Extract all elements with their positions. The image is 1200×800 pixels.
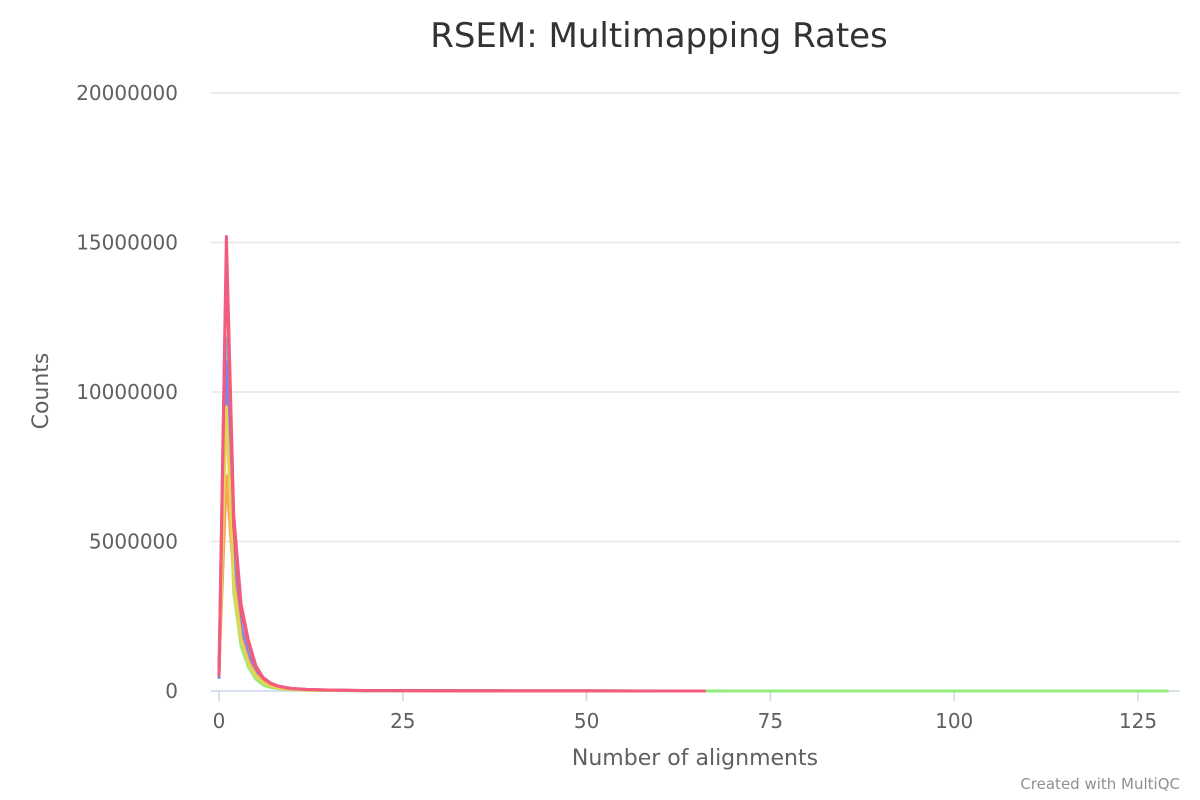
x-tick-label: 0 [213, 709, 226, 733]
chart-title: RSEM: Multimapping Rates [430, 16, 888, 56]
x-tick-label: 25 [390, 709, 415, 733]
series-line-4 [217, 474, 706, 693]
x-tick-label: 125 [1119, 709, 1157, 733]
y-axis-label: Counts [29, 353, 54, 430]
series-line-7 [217, 235, 706, 693]
series-line-2 [217, 336, 706, 693]
series-line-1 [217, 384, 1169, 693]
y-tick-label: 20000000 [76, 81, 178, 105]
series-line-5 [217, 405, 706, 693]
y-tick-label: 5000000 [89, 530, 178, 554]
series-line-6 [217, 253, 706, 693]
x-tick-label: 50 [574, 709, 599, 733]
y-axis-ticks: 0 5000000 10000000 15000000 20000000 [76, 81, 178, 703]
grid-lines [211, 92, 1180, 692]
series-lines [217, 235, 1169, 693]
x-tick-label: 75 [758, 709, 783, 733]
x-axis-label: Number of alignments [572, 746, 818, 771]
y-tick-label: 0 [165, 679, 178, 703]
x-tick-label: 100 [935, 709, 973, 733]
x-axis-ticks: 0 25 50 75 100 125 [213, 691, 1157, 733]
y-tick-label: 15000000 [76, 231, 178, 255]
y-tick-label: 10000000 [76, 380, 178, 404]
credit-text: Created with MultiQC [1020, 775, 1180, 793]
series-line-3 [217, 360, 706, 693]
